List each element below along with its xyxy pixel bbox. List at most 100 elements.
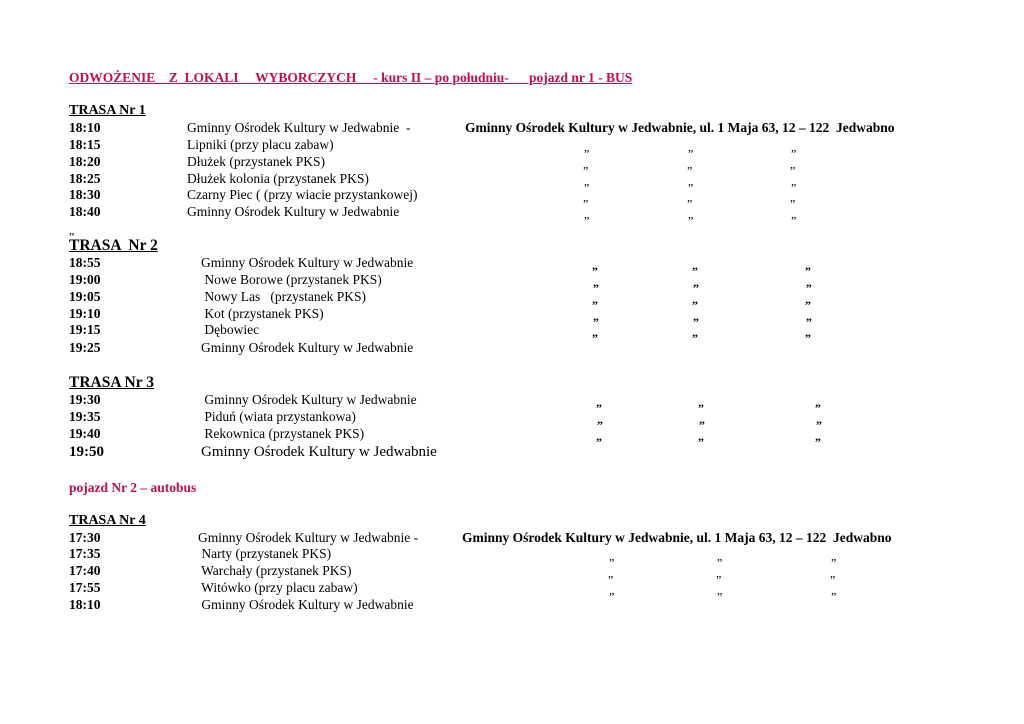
stop-time: 18:40: [69, 204, 101, 219]
route-heading: TRASA Nr 1: [69, 103, 146, 118]
stop-time: 19:05: [69, 289, 101, 304]
stop-place: Nowy Las (przystanek PKS): [201, 289, 366, 304]
ditto-mark: „: [596, 395, 602, 409]
stop-place: Dębowiec: [201, 322, 260, 337]
ditto-mark: „: [609, 549, 615, 563]
stop-place: Gminny Ośrodek Kultury w Jedwabnie -: [198, 530, 419, 545]
ditto-mark: „: [830, 566, 836, 580]
stop-time: 17:30: [69, 530, 101, 545]
stop-place: Dłużek (przystanek PKS): [187, 154, 325, 169]
ditto-mark: „: [698, 395, 704, 409]
stop-place: Czarny Piec ( (przy wiacie przystankowej…: [187, 187, 418, 202]
ditto-mark: „: [805, 258, 811, 272]
stop-place: Gminny Ośrodek Kultury w Jedwabnie: [198, 597, 414, 612]
stop-time: 18:20: [69, 154, 101, 169]
stop-place: Gminny Ośrodek Kultury w Jedwabnie: [201, 255, 414, 270]
ditto-mark: „: [583, 190, 589, 204]
ditto-mark: „: [592, 292, 598, 306]
route-heading: TRASA Nr 3: [69, 374, 154, 391]
stop-place: Piduń (wiata przystankowa): [201, 409, 356, 424]
stop-time: 19:40: [69, 426, 101, 441]
route-destination: Gminny Ośrodek Kultury w Jedwabnie, ul. …: [465, 120, 895, 135]
ditto-mark: „: [831, 549, 837, 563]
route-heading: TRASA Nr 4: [69, 513, 146, 528]
stop-time: 19:35: [69, 409, 101, 424]
ditto-mark: „: [717, 583, 723, 597]
ditto-mark: „: [815, 429, 821, 443]
ditto-mark: „: [693, 275, 699, 289]
stop-place: Narty (przystanek PKS): [198, 546, 332, 561]
stop-place: Gminny Ośrodek Kultury w Jedwabnie -: [187, 120, 411, 135]
stop-time: 18:55: [69, 255, 101, 270]
stop-place: Warchały (przystanek PKS): [198, 563, 352, 578]
ditto-mark: „: [790, 190, 796, 204]
stop-time: 19:50: [69, 444, 104, 460]
stop-time: 18:10: [69, 120, 101, 135]
ditto-mark: „: [688, 207, 694, 221]
ditto-mark: „: [692, 292, 698, 306]
ditto-mark: „: [716, 566, 722, 580]
stop-place: Gminny Ośrodek Kultury w Jedwabnie: [187, 204, 400, 219]
ditto-mark: „: [717, 549, 723, 563]
stop-time: 17:35: [69, 546, 101, 561]
stop-time: 17:55: [69, 580, 101, 595]
ditto-mark: „: [816, 412, 822, 426]
ditto-mark: „: [596, 429, 602, 443]
ditto-mark: „: [815, 395, 821, 409]
stop-time: 19:10: [69, 306, 101, 321]
stop-place: Lipniki (przy placu zabaw): [187, 137, 334, 152]
ditto-mark: „: [584, 207, 590, 221]
ditto-mark: „: [806, 309, 812, 323]
ditto-mark: „: [584, 140, 590, 154]
stop-place: Nowe Borowe (przystanek PKS): [201, 272, 382, 287]
ditto-mark: „: [791, 207, 797, 221]
ditto-mark: „: [609, 583, 615, 597]
stop-place: Gminny Ośrodek Kultury w Jedwabnie: [201, 444, 437, 460]
ditto-mark: „: [687, 190, 693, 204]
stop-place: Dłużek kolonia (przystanek PKS): [187, 171, 369, 186]
ditto-mark: „: [805, 292, 811, 306]
ditto-mark: „: [831, 583, 837, 597]
ditto-mark: „: [687, 157, 693, 171]
vehicle-2-heading: pojazd Nr 2 – autobus: [69, 480, 197, 495]
document-title: ODWOŻENIE Z LOKALI WYBORCZYCH - kurs II …: [69, 70, 633, 85]
stop-place: Rekownica (przystanek PKS): [201, 426, 365, 441]
stop-place: Gminny Ośrodek Kultury w Jedwabnie: [201, 340, 414, 355]
ditto-mark: „: [608, 566, 614, 580]
ditto-mark: „: [688, 140, 694, 154]
ditto-mark: „: [806, 275, 812, 289]
stop-time: 19:30: [69, 392, 101, 407]
ditto-mark: „: [693, 309, 699, 323]
stop-time: 17:40: [69, 563, 101, 578]
ditto-mark: „: [692, 325, 698, 339]
ditto-mark: „: [593, 309, 599, 323]
ditto-mark: „: [699, 412, 705, 426]
stop-time: 19:00: [69, 272, 101, 287]
ditto-mark: „: [593, 275, 599, 289]
route-destination: Gminny Ośrodek Kultury w Jedwabnie, ul. …: [462, 530, 892, 545]
stop-time: 18:30: [69, 187, 101, 202]
ditto-mark: „: [698, 429, 704, 443]
ditto-mark: „: [583, 157, 589, 171]
stop-time: 18:10: [69, 597, 101, 612]
stop-time: 18:25: [69, 171, 101, 186]
stray-ditto-mark: „: [69, 223, 75, 237]
ditto-mark: „: [791, 174, 797, 188]
stop-place: Kot (przystanek PKS): [201, 306, 324, 321]
ditto-mark: „: [584, 174, 590, 188]
ditto-mark: „: [790, 157, 796, 171]
stop-place: Witówko (przy placu zabaw): [198, 580, 358, 595]
route-heading: TRASA Nr 2: [69, 237, 158, 254]
ditto-mark: „: [592, 325, 598, 339]
ditto-mark: „: [805, 325, 811, 339]
stop-time: 19:25: [69, 340, 101, 355]
stop-time: 19:15: [69, 322, 101, 337]
ditto-mark: „: [688, 174, 694, 188]
stop-time: 18:15: [69, 137, 101, 152]
ditto-mark: „: [692, 258, 698, 272]
stop-place: Gminny Ośrodek Kultury w Jedwabnie: [201, 392, 417, 407]
ditto-mark: „: [791, 140, 797, 154]
ditto-mark: „: [592, 258, 598, 272]
ditto-mark: „: [597, 412, 603, 426]
